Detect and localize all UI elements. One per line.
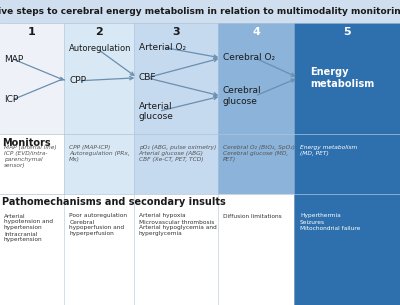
Text: MAP: MAP: [4, 55, 23, 64]
Bar: [134, 194, 218, 305]
Bar: [294, 23, 400, 134]
Text: Arterial O₂: Arterial O₂: [139, 43, 186, 52]
Text: Diffusion limitations: Diffusion limitations: [223, 214, 282, 218]
Text: Cerebral O₂ (BtO₂, SpO₂)
Cerebral glucose (MD,
PET): Cerebral O₂ (BtO₂, SpO₂) Cerebral glucos…: [223, 145, 295, 162]
Text: Cerebral O₂: Cerebral O₂: [223, 53, 275, 63]
Text: 2: 2: [95, 27, 103, 37]
Bar: [294, 194, 400, 305]
Text: Arterial
glucose: Arterial glucose: [139, 102, 174, 121]
Text: CBF: CBF: [139, 73, 156, 82]
Bar: [134, 23, 218, 134]
Text: Monitors: Monitors: [2, 138, 51, 148]
Bar: [0, 23, 64, 134]
Text: 1: 1: [28, 27, 36, 37]
Text: Energy metabolism
(MD, PET): Energy metabolism (MD, PET): [300, 145, 357, 156]
Bar: [0, 194, 64, 305]
Text: 4: 4: [252, 27, 260, 37]
Text: Arterial hypoxia
Microvascular thrombosis
Arterial hypoglycemia and
hyperglycemi: Arterial hypoxia Microvascular thrombosi…: [139, 214, 216, 236]
Text: Arterial
hypotension and
hypertension
Intracranial
hypertension: Arterial hypotension and hypertension In…: [4, 214, 53, 242]
Text: pO₂ (ABG, pulse oximetry)
Arterial glucose (ABG)
CBF (Xe-CT, PET, TCD): pO₂ (ABG, pulse oximetry) Arterial gluco…: [139, 145, 216, 162]
Text: Cerebral
glucose: Cerebral glucose: [223, 86, 262, 106]
Text: Poor autoregulation
Cerebral
hypoperfusion and
hyperperfusion: Poor autoregulation Cerebral hypoperfusi…: [69, 214, 127, 236]
Bar: [134, 134, 218, 194]
Bar: [64, 23, 134, 134]
Text: MAP (arterial line)
ICP (EVD/intra-
parenchymal
sensor): MAP (arterial line) ICP (EVD/intra- pare…: [4, 145, 57, 168]
Bar: [218, 134, 294, 194]
Text: Pathomechanisms and secondary insults: Pathomechanisms and secondary insults: [2, 197, 226, 207]
Bar: [294, 134, 400, 194]
Bar: [218, 194, 294, 305]
Text: 3: 3: [172, 27, 180, 37]
Text: Energy
metabolism: Energy metabolism: [310, 67, 374, 88]
Text: Hyperthermia
Seizures
Mitochondrial failure: Hyperthermia Seizures Mitochondrial fail…: [300, 214, 360, 231]
Text: Autoregulation: Autoregulation: [69, 44, 132, 53]
Bar: [64, 194, 134, 305]
Bar: [64, 134, 134, 194]
Bar: [218, 23, 294, 134]
Text: 5: 5: [343, 27, 351, 37]
Text: Five steps to cerebral energy metabolism in relation to multimodality monitoring: Five steps to cerebral energy metabolism…: [0, 7, 400, 16]
Text: CPP (MAP-ICP)
Autoregulation (PRx,
Mx): CPP (MAP-ICP) Autoregulation (PRx, Mx): [69, 145, 130, 162]
Bar: [0, 134, 64, 194]
Text: CPP: CPP: [69, 76, 86, 85]
Bar: [0, 0, 400, 23]
Text: ICP: ICP: [4, 95, 18, 104]
